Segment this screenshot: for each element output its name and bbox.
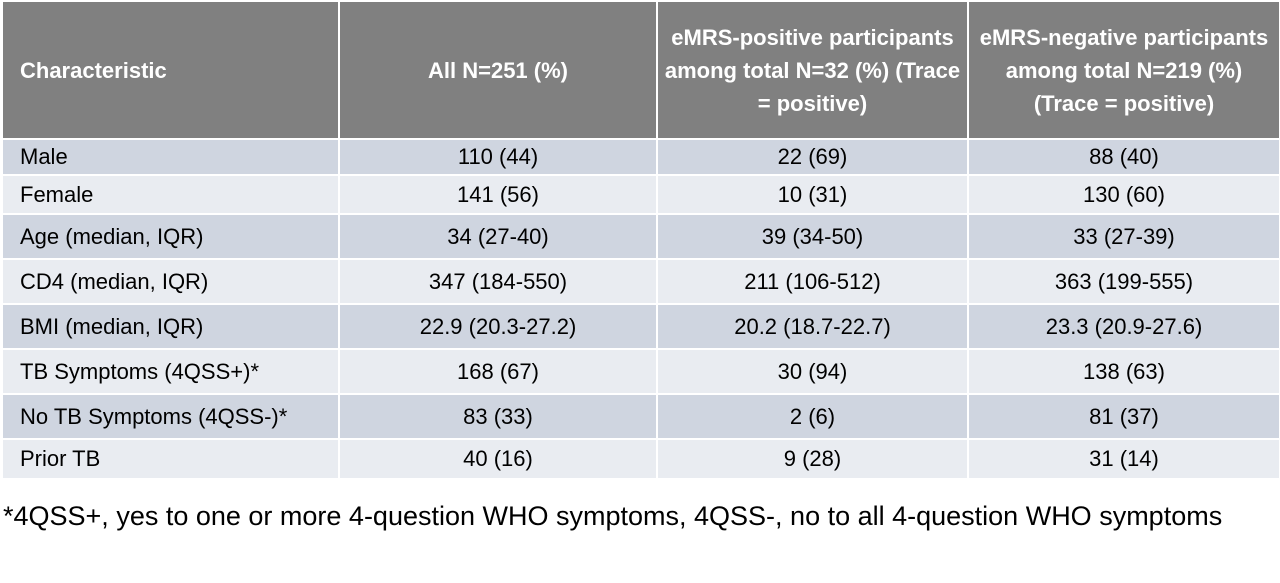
row-label: No TB Symptoms (4QSS-)* — [1, 393, 340, 440]
cell-emrs-negative: 130 (60) — [967, 174, 1280, 215]
table-header-row: Characteristic All N=251 (%) eMRS-positi… — [1, 0, 1280, 140]
cell-emrs-negative: 31 (14) — [967, 438, 1280, 480]
cell-emrs-positive: 2 (6) — [656, 393, 969, 440]
table-row: Male 110 (44) 22 (69) 88 (40) — [1, 138, 1280, 176]
cell-all: 40 (16) — [338, 438, 658, 480]
table-row: BMI (median, IQR) 22.9 (20.3-27.2) 20.2 … — [1, 303, 1280, 350]
table-row: CD4 (median, IQR) 347 (184-550) 211 (106… — [1, 258, 1280, 305]
cell-emrs-negative: 138 (63) — [967, 348, 1280, 395]
cell-emrs-negative: 33 (27-39) — [967, 213, 1280, 260]
cell-emrs-positive: 39 (34-50) — [656, 213, 969, 260]
cell-all: 347 (184-550) — [338, 258, 658, 305]
header-all: All N=251 (%) — [338, 0, 658, 140]
characteristics-table: Characteristic All N=251 (%) eMRS-positi… — [1, 0, 1280, 480]
row-label: Female — [1, 174, 340, 215]
row-label: Male — [1, 138, 340, 176]
table-row: No TB Symptoms (4QSS-)* 83 (33) 2 (6) 81… — [1, 393, 1280, 440]
cell-emrs-positive: 9 (28) — [656, 438, 969, 480]
row-label: Age (median, IQR) — [1, 213, 340, 260]
row-label: CD4 (median, IQR) — [1, 258, 340, 305]
table-footnote: *4QSS+, yes to one or more 4-question WH… — [3, 501, 1223, 531]
table-row: TB Symptoms (4QSS+)* 168 (67) 30 (94) 13… — [1, 348, 1280, 395]
cell-emrs-positive: 211 (106-512) — [656, 258, 969, 305]
cell-all: 34 (27-40) — [338, 213, 658, 260]
row-label: TB Symptoms (4QSS+)* — [1, 348, 340, 395]
cell-emrs-negative: 23.3 (20.9-27.6) — [967, 303, 1280, 350]
cell-all: 110 (44) — [338, 138, 658, 176]
header-emrs-positive: eMRS-positive participants among total N… — [656, 0, 969, 140]
cell-all: 83 (33) — [338, 393, 658, 440]
cell-all: 22.9 (20.3-27.2) — [338, 303, 658, 350]
row-label: Prior TB — [1, 438, 340, 480]
cell-emrs-negative: 363 (199-555) — [967, 258, 1280, 305]
cell-all: 141 (56) — [338, 174, 658, 215]
header-characteristic: Characteristic — [1, 0, 340, 140]
characteristics-table-container: Characteristic All N=251 (%) eMRS-positi… — [1, 0, 1280, 480]
table-row: Prior TB 40 (16) 9 (28) 31 (14) — [1, 438, 1280, 480]
cell-all: 168 (67) — [338, 348, 658, 395]
table-row: Female 141 (56) 10 (31) 130 (60) — [1, 174, 1280, 215]
cell-emrs-positive: 30 (94) — [656, 348, 969, 395]
header-emrs-negative: eMRS-negative participants among total N… — [967, 0, 1280, 140]
cell-emrs-positive: 20.2 (18.7-22.7) — [656, 303, 969, 350]
cell-emrs-positive: 22 (69) — [656, 138, 969, 176]
cell-emrs-negative: 88 (40) — [967, 138, 1280, 176]
row-label: BMI (median, IQR) — [1, 303, 340, 350]
cell-emrs-negative: 81 (37) — [967, 393, 1280, 440]
cell-emrs-positive: 10 (31) — [656, 174, 969, 215]
table-row: Age (median, IQR) 34 (27-40) 39 (34-50) … — [1, 213, 1280, 260]
